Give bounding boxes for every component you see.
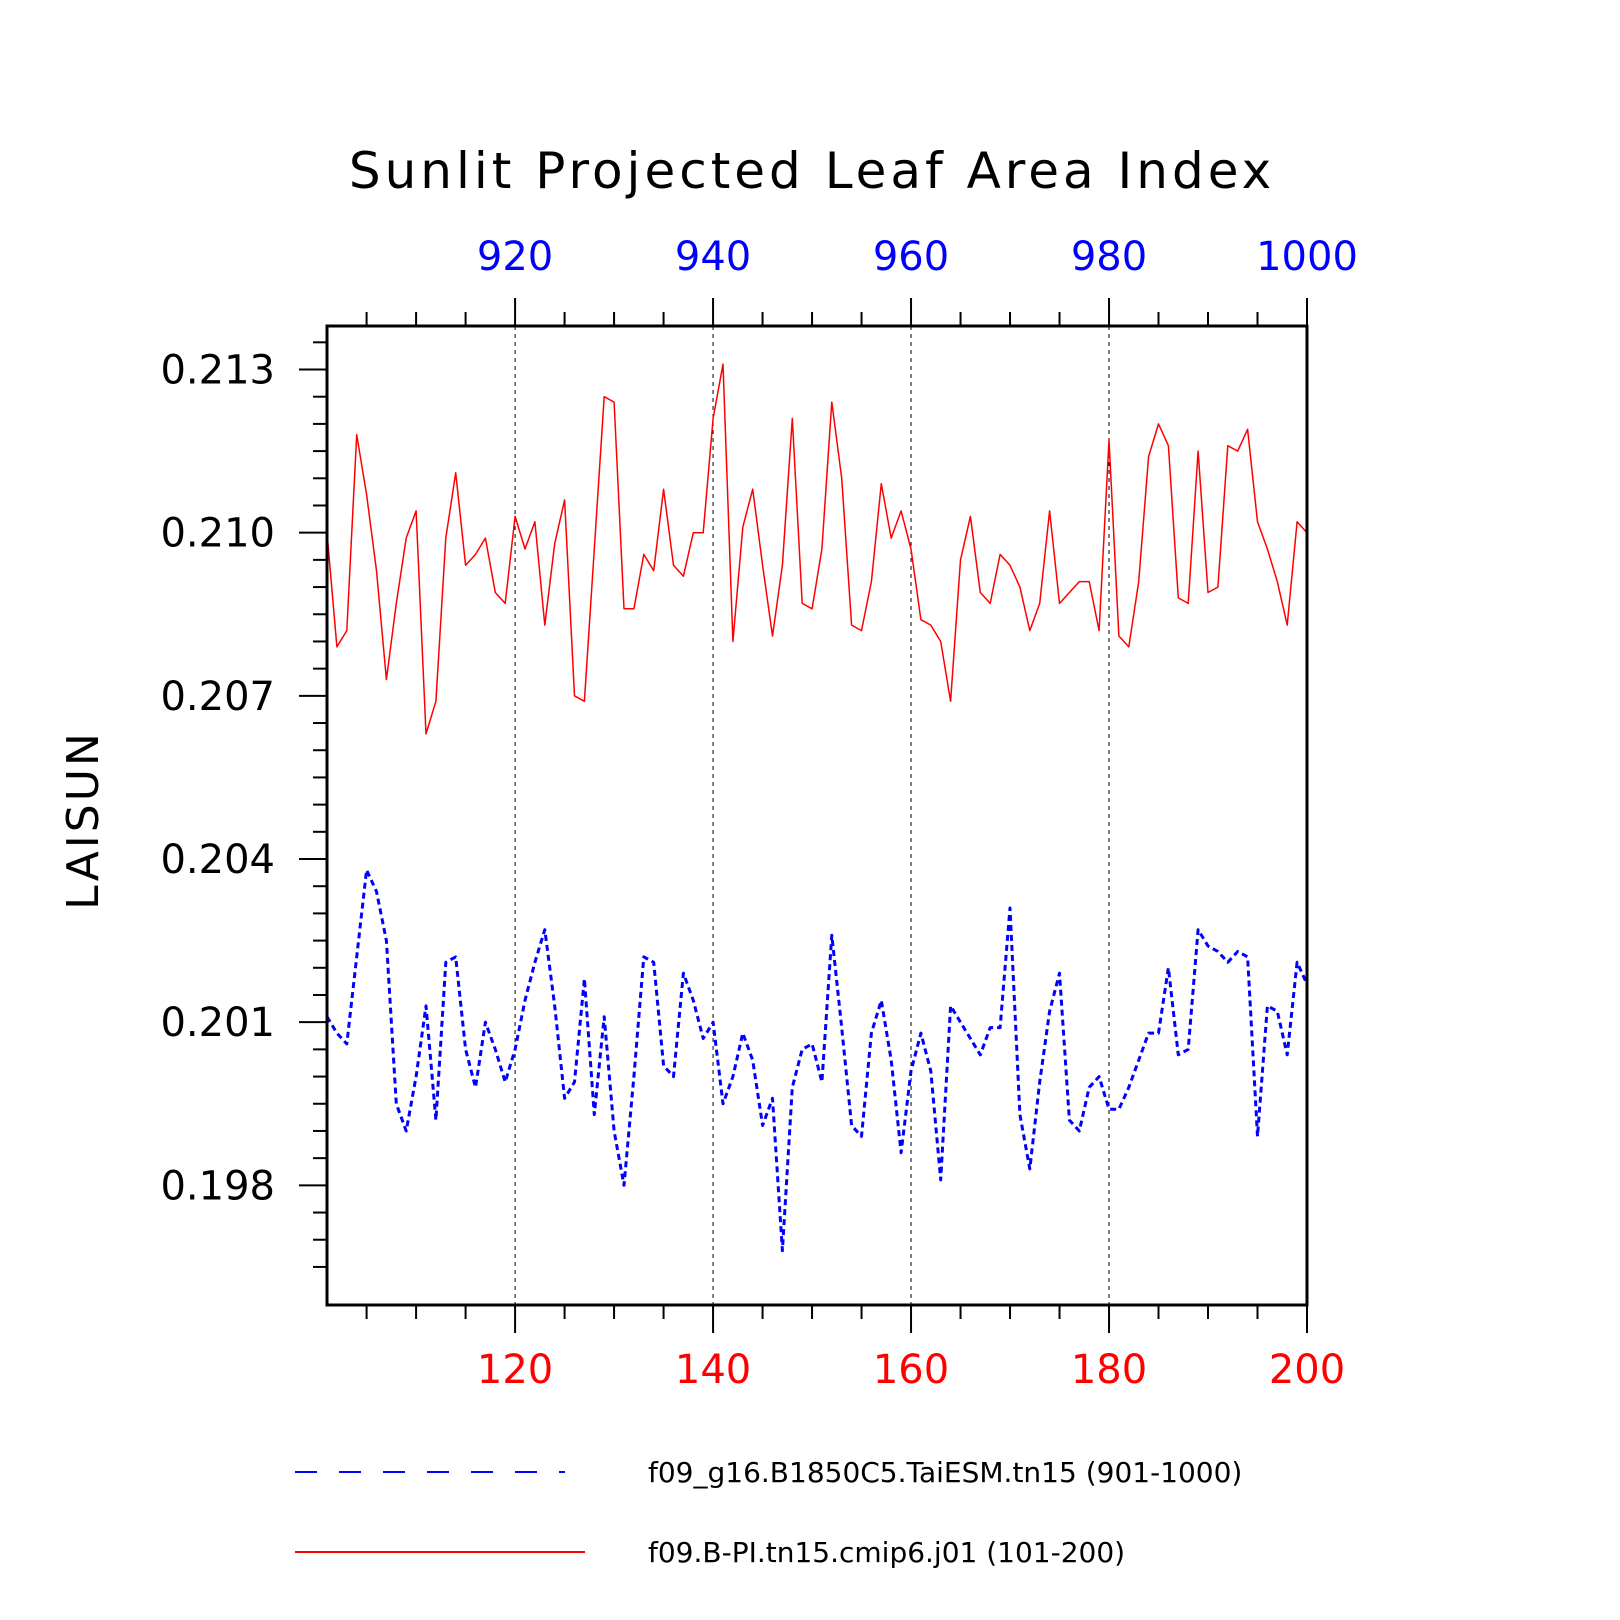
legend-label-taiesm: f09_g16.B1850C5.TaiESM.tn15 (901-1000)	[648, 1456, 1242, 1489]
x-top-tick-label: 940	[675, 234, 751, 280]
legend: f09_g16.B1850C5.TaiESM.tn15 (901-1000) f…	[295, 1456, 1242, 1569]
y-tick-label: 0.201	[160, 1000, 275, 1046]
y-tick-label: 0.210	[160, 511, 275, 557]
y-tick-label: 0.207	[160, 674, 275, 720]
y-tick-label: 0.204	[160, 837, 275, 883]
chart-title: Sunlit Projected Leaf Area Index	[349, 142, 1275, 200]
y-axis-label: LAISUN	[58, 730, 109, 910]
plot-frame	[325, 324, 1309, 1307]
x-bottom-tick-label: 200	[1269, 1347, 1345, 1393]
series-line-taiesm	[325, 868, 1309, 1253]
x-top-tick-label: 1000	[1256, 234, 1358, 280]
series-lines	[325, 363, 1309, 1253]
series-line-cmip6	[326, 363, 1308, 735]
legend-label-cmip6: f09.B-PI.tn15.cmip6.j01 (101-200)	[648, 1536, 1125, 1569]
x-top-tick-label: 920	[477, 234, 553, 280]
x-bottom-tick-label: 160	[873, 1347, 949, 1393]
x-bottom-tick-label: 180	[1071, 1347, 1147, 1393]
x-bottom-tick-label: 120	[477, 1347, 553, 1393]
y-tick-label: 0.198	[160, 1163, 275, 1209]
x-top-tick-label: 980	[1071, 234, 1147, 280]
y-tick-label: 0.213	[160, 348, 275, 394]
grid-lines	[514, 326, 1110, 1305]
axes: 0.198 0.201 0.204 0.207 0.210 0.213 120 140 160 1…	[160, 234, 1357, 1393]
x-top-tick-label: 960	[873, 234, 949, 280]
x-bottom-tick-label: 140	[675, 1347, 751, 1393]
